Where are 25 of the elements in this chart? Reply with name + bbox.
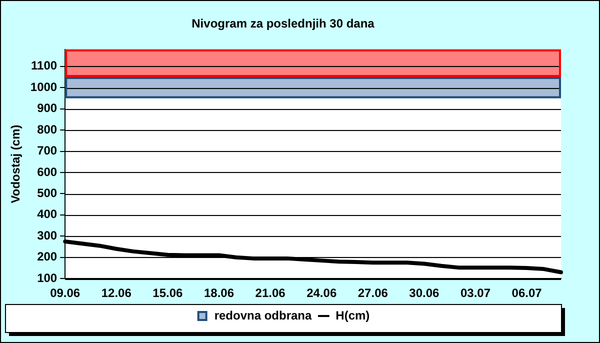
x-tick-label: 06.07 xyxy=(512,286,542,300)
legend-label: redovna odbrana xyxy=(214,308,312,322)
legend-label: H(cm) xyxy=(336,308,370,322)
x-tick-label: 03.07 xyxy=(460,286,491,300)
x-tick-label: 18.06 xyxy=(204,286,234,300)
y-tick-label: 800 xyxy=(37,122,58,136)
y-tick-label: 1100 xyxy=(31,58,58,73)
x-tick-label: 15.06 xyxy=(152,286,184,300)
y-tick-label: 500 xyxy=(37,186,58,200)
y-tick-label: 400 xyxy=(37,207,58,222)
x-tick-label: 27.06 xyxy=(358,286,388,300)
y-tick-label: 100 xyxy=(37,270,58,285)
y-tick-label: 900 xyxy=(37,101,58,116)
y-tick-label: 600 xyxy=(37,164,58,179)
y-tick-label: 700 xyxy=(37,144,58,158)
x-tick-label: 24.06 xyxy=(306,286,337,300)
y-tick-label: 300 xyxy=(37,228,58,242)
x-tick-label: 12.06 xyxy=(101,286,132,300)
chart-title: Nivogram za poslednjih 30 dana xyxy=(192,16,375,31)
x-tick-label: 21.06 xyxy=(255,286,286,300)
x-tick-label: 30.06 xyxy=(409,286,440,300)
y-tick-label: 1000 xyxy=(30,80,58,94)
y-tick-label: 200 xyxy=(37,250,58,264)
y-axis-title: Vodostaj (cm) xyxy=(8,124,23,204)
x-tick-label: 09.06 xyxy=(50,286,80,300)
